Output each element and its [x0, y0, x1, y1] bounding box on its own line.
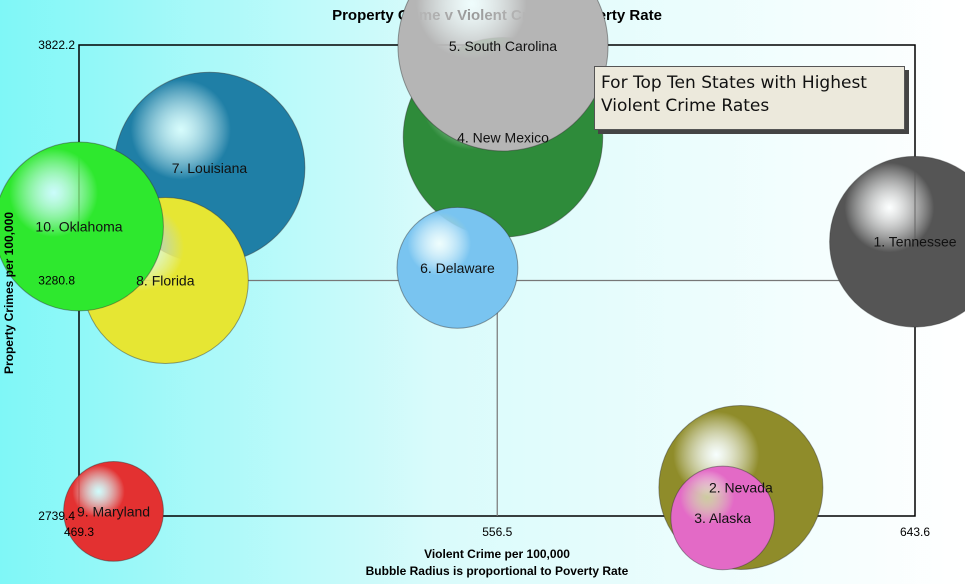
- bubble-label: 10. Oklahoma: [35, 218, 122, 234]
- bubble-label: 6. Delaware: [420, 260, 495, 276]
- x-tick-label: 469.3: [64, 525, 94, 539]
- bubble-label: 5. South Carolina: [449, 38, 557, 54]
- bubble: [396, 206, 519, 329]
- bubble-label: 4. New Mexico: [457, 129, 549, 145]
- bubble-label: 2. Nevada: [709, 479, 773, 495]
- bubble: [63, 461, 164, 562]
- bubble: [0, 141, 164, 312]
- bubble: [670, 465, 775, 571]
- annotation-box: For Top Ten States with Highest Violent …: [594, 66, 905, 130]
- x-axis-label: Violent Crime per 100,000: [424, 547, 570, 561]
- x-tick-label: 556.5: [482, 525, 512, 539]
- bubble: [397, 0, 609, 152]
- x-axis-sublabel: Bubble Radius is proportional to Poverty…: [366, 564, 629, 578]
- x-tick-label: 643.6: [900, 525, 930, 539]
- bubble-label: 8. Florida: [136, 273, 195, 289]
- y-tick-label: 2739.4: [38, 509, 75, 523]
- bubbles-group: [0, 0, 965, 571]
- bubble-label: 7. Louisiana: [172, 160, 248, 176]
- bubble-label: 1. Tennessee: [873, 234, 956, 250]
- y-tick-label: 3822.2: [38, 38, 75, 52]
- y-axis-label: Property Crimes per 100,000: [2, 212, 16, 374]
- bubble-label: 9. Maryland: [77, 503, 150, 519]
- bubble-labels-group: 1. Tennessee 2. Nevada 3. Alaska 4. New Mex…: [35, 38, 956, 526]
- y-tick-label: 3280.8: [38, 274, 75, 288]
- bubble-label: 3. Alaska: [694, 510, 751, 526]
- bubble: [829, 155, 965, 328]
